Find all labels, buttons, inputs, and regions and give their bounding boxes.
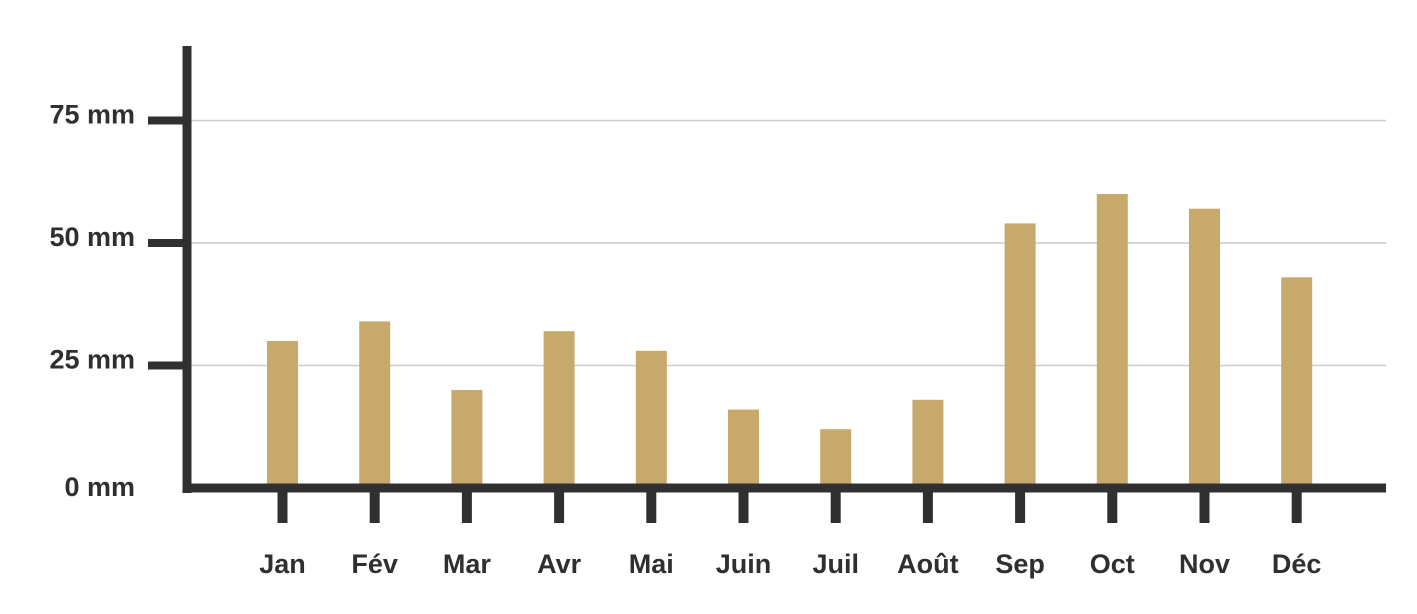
x-tick-label: Août: [897, 549, 958, 579]
x-tick-label: Sep: [995, 549, 1045, 579]
bar-fév: [359, 321, 391, 488]
bar-nov: [1189, 208, 1220, 488]
y-tick-label: 75 mm: [49, 100, 135, 130]
bars: [267, 194, 1313, 488]
x-tick-label: Nov: [1179, 549, 1230, 579]
bar-déc: [1281, 277, 1313, 488]
x-tick-label: Fév: [351, 549, 398, 579]
y-tick-label: 25 mm: [49, 345, 135, 375]
bar-juin: [728, 409, 759, 488]
y-tick-label: 50 mm: [49, 222, 135, 252]
bar-sep: [1004, 223, 1036, 488]
x-tick-label: Oct: [1090, 549, 1135, 579]
bar-mai: [635, 350, 667, 488]
x-tick-label: Juil: [812, 549, 859, 579]
bar-oct: [1096, 194, 1128, 488]
bar-juil: [820, 429, 852, 488]
bar-mar: [451, 390, 483, 488]
bar-août: [912, 399, 944, 488]
x-tick-label: Déc: [1272, 549, 1322, 579]
bar-jan: [267, 341, 298, 488]
bar-avr: [543, 331, 575, 488]
axes: [148, 46, 1386, 523]
x-tick-label: Jan: [259, 549, 306, 579]
y-tick-label: 0 mm: [64, 472, 135, 502]
x-tick-label: Avr: [537, 549, 582, 579]
x-tick-label: Mar: [443, 549, 492, 579]
x-tick-label: Mai: [629, 549, 674, 579]
tick-labels: 0 mm 25 mm 50 mm 75 mm Jan Fév Mar Avr Mai Juin Ju…: [49, 100, 1321, 580]
x-tick-label: Juin: [716, 549, 772, 579]
